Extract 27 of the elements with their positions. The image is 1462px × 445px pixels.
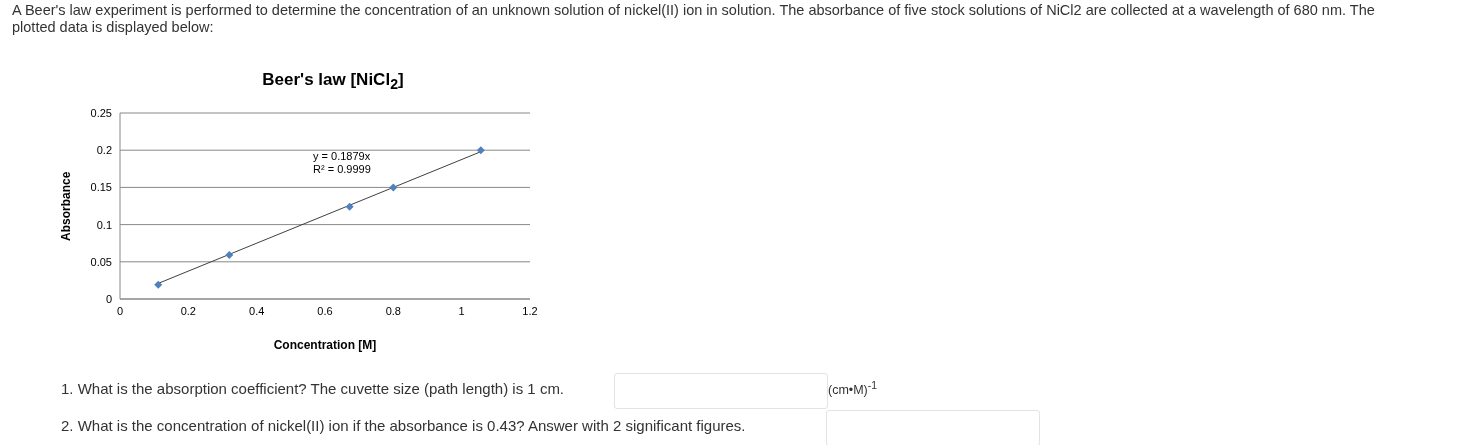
point [389, 183, 398, 192]
x-tick-label: 0.2 [180, 304, 196, 317]
y-tick-label: 0.2 [96, 144, 112, 157]
y-tick-label: 0.05 [90, 255, 112, 268]
point [476, 146, 485, 155]
text: A Beer's law experiment is performed to determine the concentration of an unknown solution of nickel(II) ion in solution. The absorbance of five stock solutions of NiCl2 are collected at a wavelength of 680 nm. The plotted data is displayed below: [12, 2, 1376, 36]
y-tick-label: 0.25 [90, 106, 112, 119]
x-tick-label: 0.4 [249, 304, 265, 317]
x-axis-title: Concentration [M] [273, 338, 377, 352]
point [154, 280, 163, 289]
x-tick-label: 0.6 [317, 304, 333, 317]
annotation: y = 0.1879x [313, 150, 371, 162]
text: (cm•M)$^{-1}$ [828, 380, 878, 398]
point [345, 202, 354, 211]
y-axis-title: Absorbance [59, 171, 74, 241]
y-tick-label: 0 [105, 292, 112, 305]
y-tick-label: 0.15 [90, 181, 112, 194]
text: 2. What is the concentration of nickel(II) ion if the absorbance is 0.43? Answer with 2 significant figures. [61, 417, 746, 434]
y-tick-label: 0.1 [96, 218, 112, 231]
point [225, 251, 234, 260]
x-tick-label: 0.8 [385, 304, 401, 317]
x-tick-label: 1.2 [522, 304, 538, 317]
text: 1. What is the absorption coefficient? The cuvette size (path length) is 1 cm. [61, 380, 565, 397]
x-tick-label: 1 [458, 304, 465, 317]
annotation: R² = 0.9999 [313, 163, 371, 175]
x-tick-label: 0 [116, 304, 124, 317]
chart-title: Beer's law [NiCl$_{2}$] [261, 70, 405, 93]
